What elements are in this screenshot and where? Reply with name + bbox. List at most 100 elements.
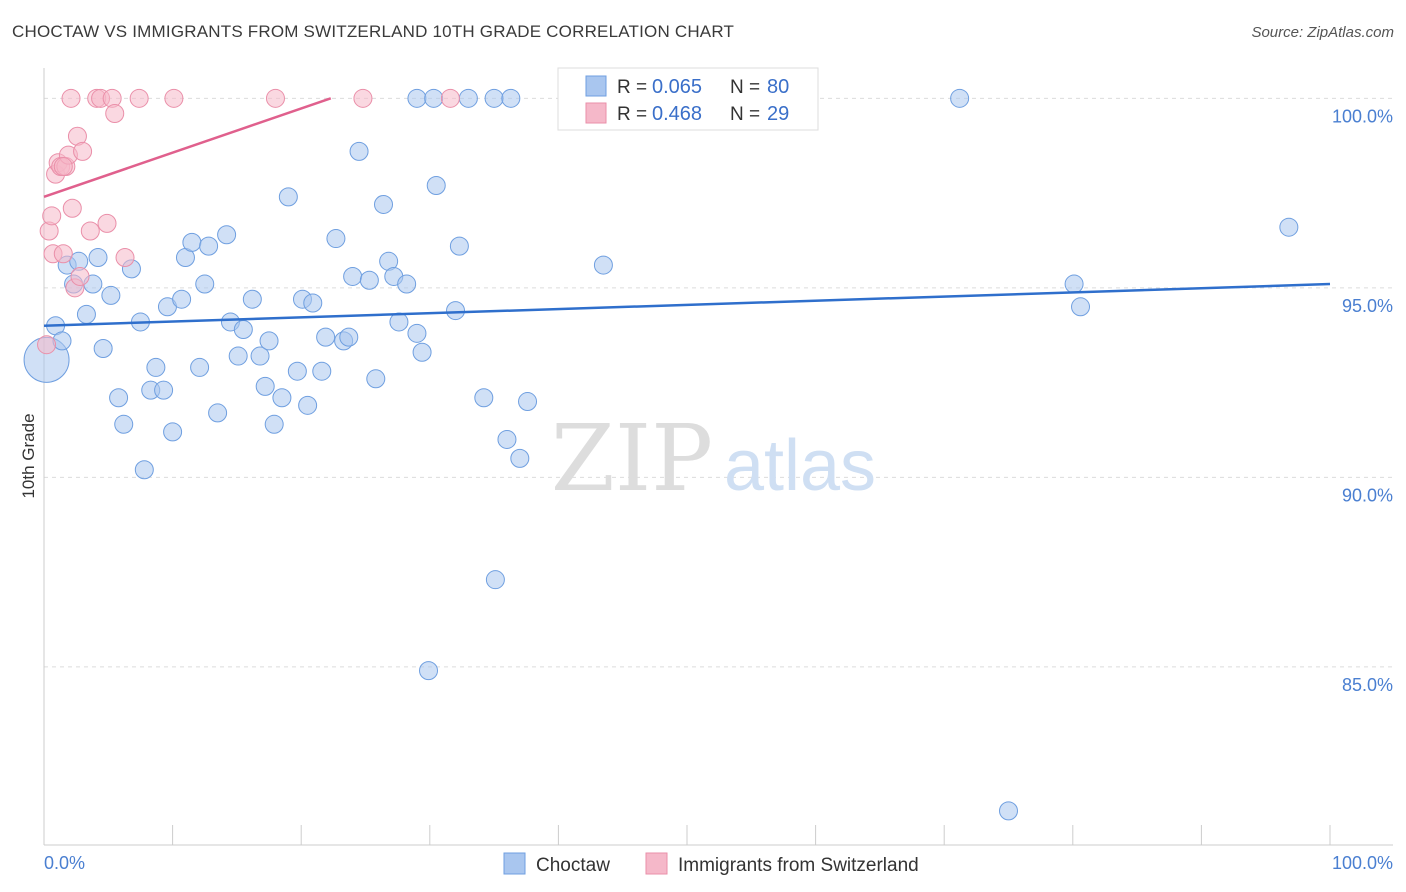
data-point (407, 323, 427, 343)
data-point (134, 460, 154, 480)
data-point (501, 88, 521, 108)
stats-legend: R = 0.065 N = 80 R = 0.468 N = 29 (557, 67, 819, 131)
data-point (339, 327, 359, 347)
y-tick-label-1: 95.0% (1342, 296, 1393, 316)
stats-r-value-choctaw: 0.065 (652, 76, 702, 98)
data-point (303, 293, 323, 313)
data-point (264, 414, 284, 434)
data-point (195, 274, 215, 294)
data-point (1071, 297, 1091, 317)
data-point (164, 88, 184, 108)
data-point (37, 335, 57, 355)
data-point (1279, 217, 1299, 237)
data-point (449, 236, 469, 256)
data-point (497, 429, 517, 449)
legend-swatch-switzerland (645, 852, 668, 875)
data-point (115, 248, 135, 268)
data-point (474, 388, 494, 408)
data-point (129, 88, 149, 108)
data-point (278, 187, 298, 207)
series-switzerland-points (37, 88, 460, 355)
data-point (312, 361, 332, 381)
y-axis-title: 10th Grade (19, 413, 38, 498)
data-point (199, 236, 219, 256)
data-point (62, 198, 82, 218)
data-point (484, 88, 504, 108)
data-point (326, 229, 346, 249)
data-point (419, 661, 439, 681)
data-point (97, 213, 117, 233)
data-point (233, 320, 253, 340)
data-point (146, 357, 166, 377)
stats-r-label-choctaw: R = (617, 77, 647, 98)
stats-n-value-switzerland: 29 (767, 103, 789, 125)
data-point (80, 221, 100, 241)
data-point (154, 380, 174, 400)
watermark-atlas: atlas (724, 426, 876, 506)
data-point (259, 331, 279, 351)
data-point (265, 88, 285, 108)
data-point (458, 88, 478, 108)
data-point (446, 301, 466, 321)
source-label: Source: ZipAtlas.com (1251, 24, 1394, 41)
stats-swatch-switzerland (585, 102, 607, 124)
data-point (255, 376, 275, 396)
data-point (424, 88, 444, 108)
data-point (359, 270, 379, 290)
gridlines (44, 97, 1393, 668)
data-point (53, 244, 73, 264)
trend-line-switzerland (43, 97, 332, 199)
legend-label-switzerland: Immigrants from Switzerland (678, 855, 919, 876)
data-point (485, 570, 505, 590)
axes (43, 68, 1393, 846)
stats-swatch-choctaw (585, 75, 607, 97)
series-legend: Choctaw Immigrants from Switzerland (503, 852, 919, 876)
data-point (88, 248, 108, 268)
data-point (349, 141, 369, 161)
y-tick-label-3: 85.0% (1342, 675, 1393, 695)
data-point (426, 175, 446, 195)
data-point (950, 88, 970, 108)
data-point (208, 403, 228, 423)
y-tick-label-2: 90.0% (1342, 485, 1393, 505)
stats-r-value-switzerland: 0.468 (652, 103, 702, 125)
data-point (298, 395, 318, 415)
data-point (109, 388, 129, 408)
data-point (366, 369, 386, 389)
data-point (114, 414, 134, 434)
data-point (440, 88, 460, 108)
stats-r-label-switzerland: R = (617, 104, 647, 125)
data-point (163, 422, 183, 442)
data-point (242, 289, 262, 309)
data-point (105, 103, 125, 123)
data-point (73, 141, 93, 161)
y-tick-label-0: 100.0% (1332, 106, 1393, 126)
trend-line-choctaw (43, 282, 1331, 327)
data-point (412, 342, 432, 362)
data-point (272, 388, 292, 408)
data-point (217, 225, 237, 245)
data-point (389, 312, 409, 332)
x-tick-label-max: 100.0% (1332, 853, 1393, 873)
data-point (61, 88, 81, 108)
y-tick-labels: 100.0% 95.0% 90.0% 85.0% (1332, 106, 1393, 695)
data-point (593, 255, 613, 275)
data-point (228, 346, 248, 366)
data-point (397, 274, 417, 294)
data-point (182, 232, 202, 252)
data-point (407, 88, 427, 108)
data-point (343, 266, 363, 286)
data-point (93, 338, 113, 358)
x-tick-label-min: 0.0% (44, 853, 85, 873)
data-point (42, 206, 62, 226)
legend-swatch-choctaw (503, 852, 526, 875)
data-point (101, 285, 121, 305)
data-point (510, 448, 530, 468)
data-point (172, 289, 192, 309)
watermark: ZIP atlas (551, 405, 876, 512)
stats-n-label-choctaw: N = (730, 77, 760, 98)
data-point (999, 801, 1018, 821)
stats-n-value-choctaw: 80 (767, 76, 789, 98)
data-point (374, 194, 394, 214)
